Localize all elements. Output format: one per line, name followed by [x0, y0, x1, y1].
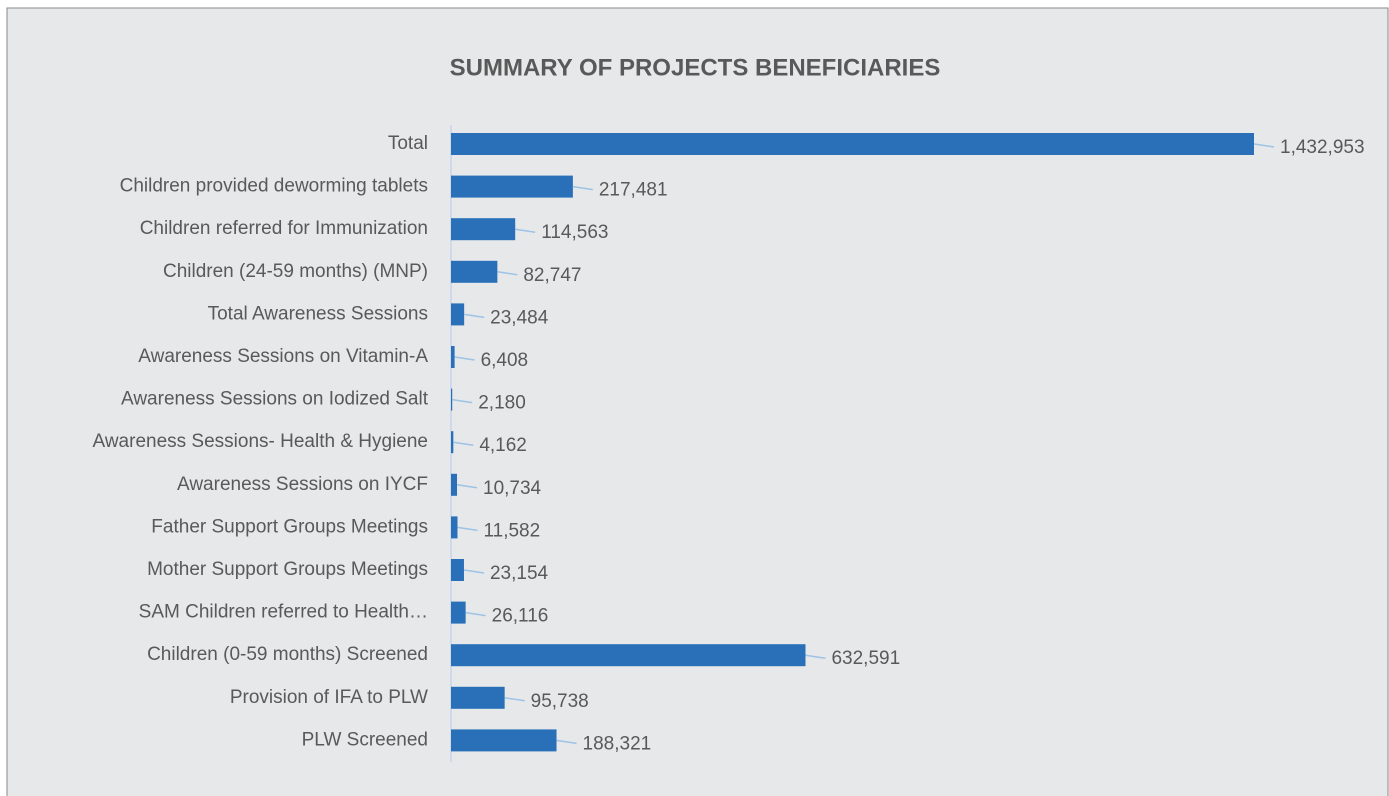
category-label: Awareness Sessions- Health & Hygiene — [93, 431, 429, 452]
bar — [451, 686, 505, 709]
bar — [451, 601, 466, 624]
leader-line — [805, 654, 826, 659]
bar — [451, 473, 458, 496]
chart-title: SUMMARY OF PROJECTS BENEFICIARIES — [450, 54, 941, 81]
value-label: 217,481 — [599, 180, 668, 201]
bar — [451, 431, 454, 454]
value-label: 23,484 — [490, 307, 549, 328]
leader-line — [452, 398, 473, 404]
value-label: 10,734 — [483, 478, 542, 499]
bar — [451, 516, 458, 539]
bar — [451, 644, 806, 667]
category-label: Children (0-59 months) Screened — [147, 644, 428, 665]
leader-line — [1253, 143, 1275, 148]
leader-line — [453, 441, 474, 446]
category-label: Mother Support Groups Meetings — [147, 559, 428, 580]
bar — [451, 218, 516, 241]
leader-line — [504, 697, 525, 702]
leader-line — [457, 526, 478, 532]
leader-line — [465, 611, 486, 617]
bar — [451, 175, 573, 198]
value-label: 23,154 — [490, 563, 549, 584]
value-label: 4,162 — [479, 435, 527, 456]
value-label: 26,116 — [492, 606, 549, 627]
leader-line — [454, 356, 475, 361]
category-label: Total — [388, 133, 428, 154]
category-label: Children (24-59 months) (MNP) — [163, 261, 428, 282]
bar — [451, 346, 455, 368]
value-label: 82,747 — [523, 265, 581, 286]
bar — [451, 559, 464, 581]
value-label: 632,591 — [831, 648, 900, 669]
leader-line — [497, 271, 518, 276]
value-label: 11,582 — [483, 520, 540, 541]
bar — [451, 260, 498, 283]
category-label: Awareness Sessions on Iodized Salt — [121, 389, 429, 410]
leader-line — [572, 185, 593, 191]
category-label: Children provided deworming tablets — [120, 176, 428, 197]
category-label: Father Support Groups Meetings — [151, 516, 428, 537]
leader-line — [464, 313, 485, 319]
value-label: 1,432,953 — [1280, 137, 1365, 158]
category-label: Awareness Sessions on Vitamin-A — [138, 346, 428, 367]
bar — [451, 133, 1254, 155]
value-label: 6,408 — [481, 350, 529, 371]
leader-line — [515, 228, 536, 233]
leader-line — [556, 739, 577, 745]
value-label: 188,321 — [583, 733, 652, 754]
value-label: 2,180 — [478, 393, 526, 414]
bar — [451, 729, 557, 752]
category-label: SAM Children referred to Health… — [139, 602, 428, 623]
bar — [451, 388, 453, 411]
value-label: 95,738 — [531, 691, 589, 712]
category-label: PLW Screened — [302, 729, 428, 750]
category-label: Total Awareness Sessions — [208, 303, 428, 324]
bar — [451, 303, 465, 326]
leader-line — [463, 569, 485, 574]
value-label: 114,563 — [541, 222, 608, 243]
category-label: Awareness Sessions on IYCF — [177, 474, 428, 495]
category-label: Provision of IFA to PLW — [230, 687, 428, 708]
leader-line — [456, 484, 478, 489]
category-label: Children referred for Immunization — [140, 218, 428, 239]
